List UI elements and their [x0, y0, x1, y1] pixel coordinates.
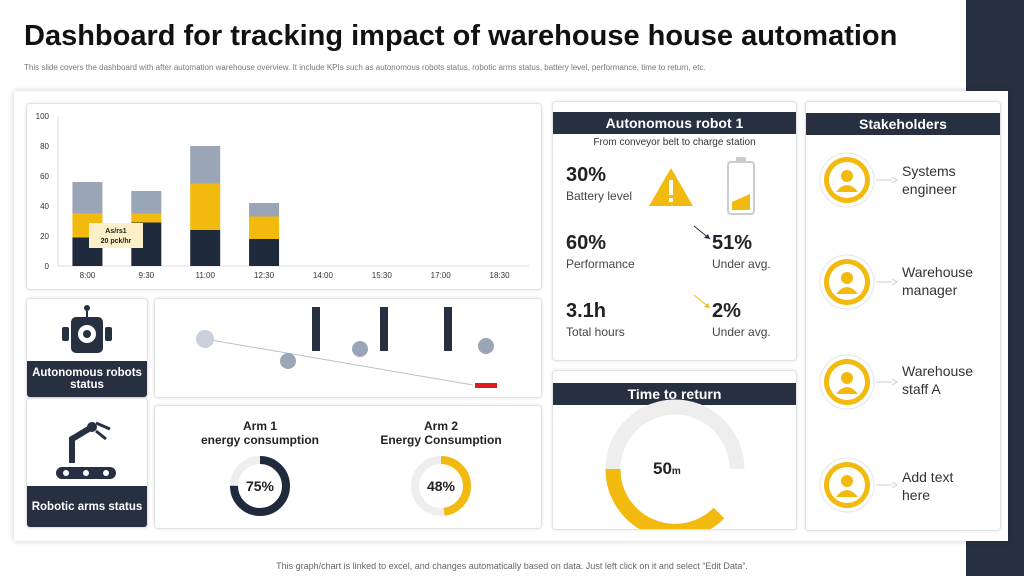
avatar-body: [836, 287, 858, 294]
x-tick-label: 15:30: [372, 271, 393, 280]
avatar-ring: [819, 152, 875, 208]
return-title: Time to return: [553, 383, 796, 405]
gauge-label: 48%: [427, 478, 456, 494]
return-unit: m: [671, 466, 681, 477]
avatar-body: [836, 490, 858, 497]
return-number: 50: [653, 459, 672, 478]
avatar-head: [841, 272, 853, 284]
avatar-body: [836, 185, 858, 192]
return-panel: Time to return 50m: [552, 370, 797, 530]
connector-head: [891, 481, 898, 489]
x-tick-label: 8:00: [80, 271, 96, 280]
stakeholder: Warehouse manager: [902, 264, 974, 298]
kpi-value: 3.1h: [566, 300, 607, 322]
stakeholder: Warehouse staff A: [902, 363, 974, 397]
robots-status-label: Autonomous robots status: [27, 361, 147, 397]
stakeholder: Systems engineer: [902, 163, 957, 197]
avatar-head: [841, 170, 853, 182]
gauge-arc: [230, 456, 290, 516]
return-gauge: [605, 399, 745, 529]
kpi-label: Under avg.: [712, 257, 771, 271]
connector-head: [891, 176, 898, 184]
y-tick-label: 80: [40, 142, 49, 151]
arm-gauges: Arm 1 energy consumption 75% Arm 2 Energy Co…: [201, 419, 502, 516]
robot-title: Autonomous robot 1: [553, 112, 796, 134]
subtitle: This slide covers the dashboard with aft…: [24, 63, 706, 72]
bar-segment: [190, 183, 221, 230]
x-tick-label: 18:30: [490, 271, 511, 280]
chart: 0 20 40 60 80 100 8:00 9:30 11:00 12:30 14:00 15:30…: [36, 112, 529, 280]
x-tick-label: 11:00: [195, 271, 215, 280]
bar-segment: [131, 213, 162, 223]
kpi-value: 2%: [712, 300, 741, 322]
robot-subtitle: From conveyor belt to charge station: [593, 137, 756, 148]
footer: This graph/chart is linked to excel, and…: [276, 561, 748, 571]
bar-segment: [249, 216, 280, 239]
y-tick-label: 0: [45, 262, 50, 271]
stakeholder: Add text here: [902, 469, 954, 503]
timeline: [196, 307, 497, 388]
robot-panel: Autonomous robot 1 From conveyor belt to…: [552, 101, 797, 361]
arms-status-label: Robotic arms status: [27, 486, 147, 527]
annotation: As/rs1: [105, 228, 127, 235]
bar-segment: [190, 146, 221, 184]
robot-icons: [649, 157, 755, 309]
bar-segment: [249, 239, 280, 266]
bar-segment: [249, 203, 280, 217]
avatar-body: [836, 387, 858, 394]
kpi-value: 60%: [566, 232, 607, 254]
stakeholder-icons: [819, 152, 898, 513]
return-value: 50m: [653, 459, 681, 479]
bar-segment: [72, 182, 103, 214]
kpi-value: 30%: [566, 164, 607, 186]
arm-title: Arm 2 Energy Consumption: [380, 419, 501, 447]
arms-panel: Arm 1 energy consumption 75% Arm 2 Energy Co…: [154, 405, 542, 529]
connector-head: [891, 278, 898, 286]
arm-icon: [56, 421, 116, 479]
bar-segment: [190, 230, 221, 266]
kpi-label: Performance: [566, 257, 635, 271]
robots-status-panel: Autonomous robots status: [26, 298, 148, 398]
x-tick-label: 17:00: [431, 271, 452, 280]
y-tick-label: 100: [36, 112, 50, 121]
avatar-ring: [819, 254, 875, 310]
avatar-head: [841, 372, 853, 384]
arm-title: Arm 1 energy consumption: [201, 419, 319, 447]
chart-panel: 0 20 40 60 80 100 8:00 9:30 11:00 12:30 14:00 15:30…: [26, 103, 542, 290]
kpi-label: Battery level: [566, 189, 633, 203]
avatar-ring: [819, 457, 875, 513]
y-tick-label: 60: [40, 172, 49, 181]
kpi-label: Total hours: [566, 325, 625, 339]
x-tick-label: 9:30: [139, 271, 155, 280]
stakeholders-title: Stakeholders: [806, 113, 1000, 135]
connector-head: [891, 378, 898, 386]
gauge-arc: [411, 456, 471, 516]
avatar-head: [841, 475, 853, 487]
x-tick-label: 14:00: [313, 271, 334, 280]
kpi-value: 51%: [712, 232, 753, 254]
annotation-box: [89, 223, 143, 248]
x-tick-label: 12:30: [254, 271, 275, 280]
y-tick-label: 40: [40, 202, 49, 211]
title: Dashboard for tracking impact of warehou…: [24, 20, 898, 52]
stakeholders-panel: Stakeholders Systems engineer Warehouse …: [805, 101, 1001, 531]
arms-status-panel: Robotic arms status: [26, 398, 148, 528]
timeline-panel: [154, 298, 542, 398]
y-tick-label: 20: [40, 232, 49, 241]
gauge-label: 75%: [246, 478, 275, 494]
bar-segment: [131, 191, 162, 214]
annotation: 20 pck/hr: [101, 238, 132, 245]
avatar-ring: [819, 354, 875, 410]
robot-icon: [62, 305, 112, 353]
kpi-label: Under avg.: [712, 325, 771, 339]
